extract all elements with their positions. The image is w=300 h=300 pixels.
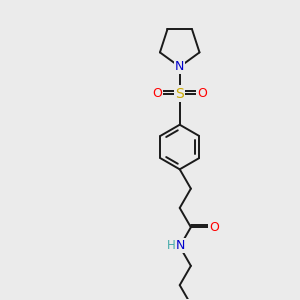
Text: O: O bbox=[197, 87, 207, 100]
Text: O: O bbox=[209, 221, 219, 234]
Text: O: O bbox=[152, 87, 162, 100]
Text: N: N bbox=[176, 238, 185, 252]
Text: H: H bbox=[167, 238, 175, 252]
Text: N: N bbox=[175, 60, 184, 73]
Text: S: S bbox=[175, 86, 184, 100]
